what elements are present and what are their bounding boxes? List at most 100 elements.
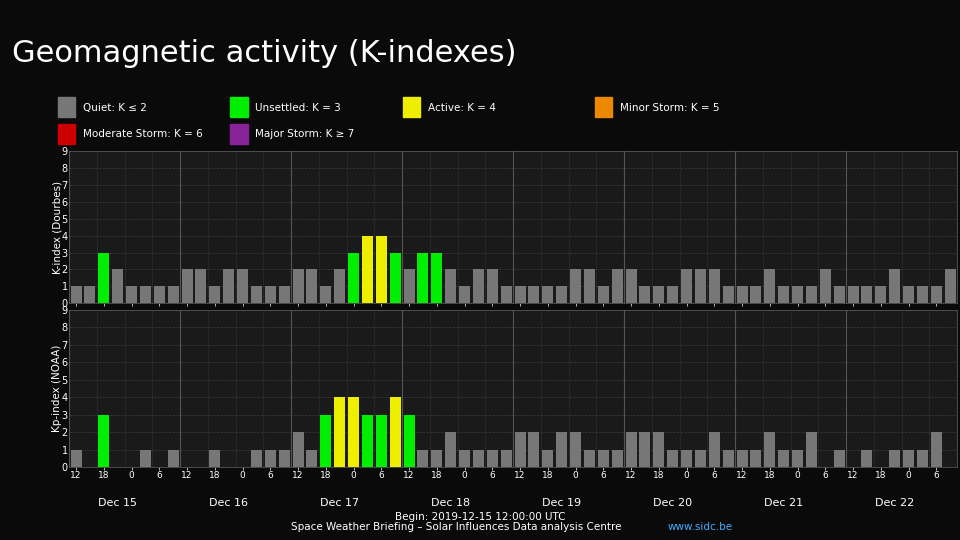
Bar: [751, 286, 761, 303]
Text: Space Weather Briefing – Solar Influences Data analysis Centre: Space Weather Briefing – Solar Influence…: [291, 522, 628, 532]
Bar: [861, 450, 873, 467]
Bar: [321, 415, 331, 467]
Bar: [390, 253, 400, 303]
Bar: [112, 269, 123, 303]
Bar: [375, 235, 387, 303]
Bar: [667, 450, 678, 467]
Bar: [487, 269, 498, 303]
Bar: [945, 269, 956, 303]
Bar: [570, 269, 581, 303]
Bar: [681, 450, 692, 467]
Bar: [98, 253, 109, 303]
Bar: [58, 97, 75, 117]
Bar: [403, 269, 415, 303]
Bar: [223, 269, 234, 303]
Bar: [736, 286, 748, 303]
Text: Active: K = 4: Active: K = 4: [428, 103, 496, 113]
Bar: [278, 286, 290, 303]
Bar: [431, 253, 443, 303]
Bar: [792, 450, 804, 467]
Bar: [418, 253, 428, 303]
Bar: [903, 286, 914, 303]
Bar: [708, 269, 720, 303]
Bar: [528, 432, 540, 467]
Bar: [639, 432, 651, 467]
Bar: [764, 269, 776, 303]
Bar: [251, 450, 262, 467]
Bar: [598, 286, 609, 303]
Bar: [805, 432, 817, 467]
Bar: [779, 286, 789, 303]
Bar: [876, 286, 886, 303]
Bar: [779, 450, 789, 467]
Text: Dec 19: Dec 19: [542, 498, 581, 509]
Text: Dec 21: Dec 21: [764, 498, 804, 509]
Bar: [209, 450, 221, 467]
Bar: [168, 286, 179, 303]
Bar: [168, 450, 179, 467]
Bar: [695, 269, 706, 303]
Text: www.sidc.be: www.sidc.be: [667, 522, 732, 532]
Bar: [403, 97, 420, 117]
Bar: [889, 450, 900, 467]
Bar: [751, 450, 761, 467]
Bar: [375, 415, 387, 467]
Bar: [612, 269, 623, 303]
Text: Dec 22: Dec 22: [876, 498, 914, 509]
Bar: [917, 286, 928, 303]
Bar: [570, 432, 581, 467]
Bar: [306, 269, 318, 303]
Text: Unsettled: K = 3: Unsettled: K = 3: [255, 103, 341, 113]
Bar: [889, 269, 900, 303]
Bar: [584, 450, 595, 467]
Bar: [528, 286, 540, 303]
Bar: [459, 286, 470, 303]
Bar: [348, 253, 359, 303]
Bar: [154, 286, 165, 303]
Bar: [556, 432, 567, 467]
Bar: [230, 97, 248, 117]
Bar: [362, 235, 373, 303]
Bar: [140, 286, 151, 303]
Bar: [667, 286, 678, 303]
Bar: [98, 415, 109, 467]
Text: Moderate Storm: K = 6: Moderate Storm: K = 6: [83, 129, 203, 139]
Bar: [209, 286, 221, 303]
Bar: [181, 269, 193, 303]
Bar: [515, 286, 526, 303]
Bar: [542, 450, 553, 467]
Bar: [626, 432, 636, 467]
Bar: [126, 286, 137, 303]
Bar: [459, 450, 470, 467]
Bar: [542, 286, 553, 303]
Bar: [805, 286, 817, 303]
Y-axis label: Kp-index (NOAA): Kp-index (NOAA): [52, 345, 62, 432]
Bar: [681, 269, 692, 303]
Bar: [140, 450, 151, 467]
Bar: [639, 286, 651, 303]
Bar: [348, 397, 359, 467]
Bar: [736, 450, 748, 467]
Bar: [612, 450, 623, 467]
Bar: [251, 286, 262, 303]
Text: Dec 15: Dec 15: [98, 498, 137, 509]
Bar: [418, 450, 428, 467]
Bar: [833, 450, 845, 467]
Bar: [70, 450, 82, 467]
Bar: [500, 450, 512, 467]
Bar: [903, 450, 914, 467]
Bar: [487, 450, 498, 467]
Bar: [70, 286, 82, 303]
Bar: [321, 286, 331, 303]
Text: Begin: 2019-12-15 12:00:00 UTC: Begin: 2019-12-15 12:00:00 UTC: [395, 512, 565, 522]
Bar: [723, 450, 733, 467]
Bar: [931, 286, 942, 303]
Bar: [723, 286, 733, 303]
Bar: [230, 124, 248, 144]
Bar: [792, 286, 804, 303]
Bar: [265, 450, 276, 467]
Bar: [196, 269, 206, 303]
Bar: [293, 269, 303, 303]
Bar: [390, 397, 400, 467]
Bar: [653, 286, 664, 303]
